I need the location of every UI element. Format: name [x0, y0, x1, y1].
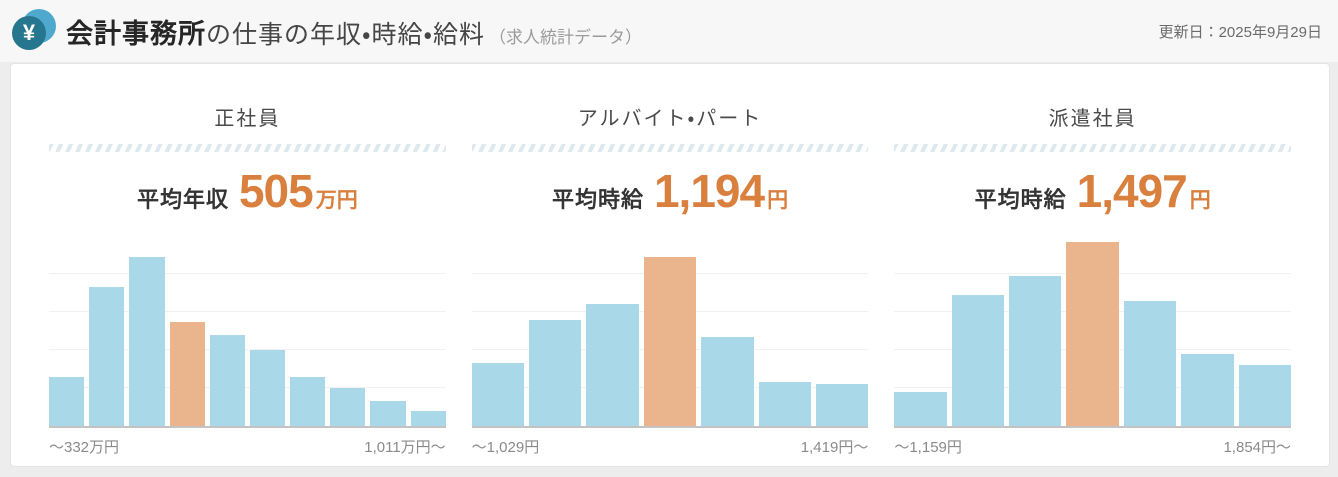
histogram-bar-highlighted — [169, 321, 205, 426]
histogram-bars — [471, 236, 869, 426]
histogram-bar — [586, 304, 639, 426]
gridline — [49, 349, 446, 350]
stat-unit: 円 — [767, 189, 789, 212]
stat-value: 1,497 — [1076, 165, 1188, 217]
gridline — [49, 311, 446, 312]
x-axis-max-label: 1,419円～ — [800, 439, 869, 456]
gridline — [49, 387, 446, 388]
histogram-bar — [529, 319, 582, 426]
x-axis-min-label: ～332万円 — [49, 439, 120, 456]
histogram-bar — [701, 336, 754, 426]
histogram-bar — [290, 376, 326, 426]
histogram-bar-highlighted — [643, 256, 697, 426]
stat-unit: 万円 — [315, 189, 358, 212]
x-axis-labels: ～1,029円 1,419円～ — [472, 436, 869, 457]
yen-icon-front-circle: ¥ — [12, 16, 46, 50]
histogram-bar — [370, 401, 406, 426]
hatched-divider — [49, 144, 446, 152]
histogram-bar — [758, 382, 811, 426]
page-title-keyword: 会計事務所 — [66, 18, 206, 49]
histogram-bar — [1181, 353, 1234, 426]
histogram-bar — [894, 391, 947, 426]
x-axis-min-label: ～1,029円 — [471, 439, 540, 456]
hatched-divider — [471, 144, 869, 152]
histogram-bar — [951, 294, 1005, 426]
salary-histogram — [49, 236, 446, 428]
page-title-note: （求人統計データ） — [489, 27, 643, 47]
average-stat: 平均時給 1,497 円 — [894, 168, 1291, 224]
panel-fulltime: 正社員 平均年収 505 万円 ～332万円 1,011万円～ — [49, 102, 446, 456]
histogram-bar — [410, 410, 446, 426]
histogram-bar — [1009, 275, 1062, 426]
stat-value: 1,194 — [653, 165, 765, 217]
salary-histogram — [894, 236, 1292, 428]
histogram-bar — [471, 363, 525, 426]
panel-dispatch: 派遣社員 平均時給 1,497 円 ～1,159円 1,854円～ — [894, 102, 1292, 456]
hatched-divider — [894, 144, 1292, 152]
page-title-rest: の仕事の年収・時給・給料 — [206, 20, 486, 49]
salary-histogram — [471, 236, 869, 428]
histogram-bar — [209, 334, 245, 426]
average-stat: 平均年収 505 万円 — [49, 168, 446, 224]
x-axis-labels: ～332万円 1,011万円～ — [49, 436, 446, 457]
histogram-bar — [49, 376, 85, 426]
histogram-bar — [1123, 300, 1177, 426]
histogram-bar — [249, 350, 286, 426]
histogram-bar-highlighted — [1066, 241, 1119, 426]
page-title: 会計事務所 の仕事の年収・時給・給料 （求人統計データ） — [66, 12, 642, 51]
stat-label: 平均年収 — [136, 187, 229, 212]
histogram-bar — [330, 388, 366, 426]
panel-title: 派遣社員 — [1048, 108, 1137, 130]
stat-label: 平均時給 — [551, 187, 644, 212]
stat-label: 平均時給 — [974, 187, 1067, 212]
panel-title: アルバイト・パート — [577, 108, 763, 130]
average-stat: 平均時給 1,194 円 — [472, 168, 869, 224]
updated-date: 更新日：2025年9月29日 — [1158, 23, 1322, 41]
salary-stats-card: 正社員 平均年収 505 万円 ～332万円 1,011万円～ アルバイト・パー… — [10, 63, 1330, 467]
stat-value: 505 — [238, 165, 314, 217]
histogram-bar — [129, 256, 165, 426]
x-axis-max-label: 1,854円～ — [1223, 439, 1292, 456]
x-axis-min-label: ～1,159円 — [894, 439, 962, 456]
x-axis-max-label: 1,011万円～ — [364, 439, 446, 456]
histogram-bar — [1238, 365, 1291, 426]
histogram-bars — [49, 236, 446, 426]
yen-icon: ¥ — [10, 7, 58, 55]
panel-parttime: アルバイト・パート 平均時給 1,194 円 ～1,029円 1,419円～ — [471, 102, 869, 456]
histogram-bar — [89, 287, 125, 426]
stat-unit: 円 — [1189, 189, 1211, 212]
histogram-bars — [894, 236, 1291, 426]
histogram-bar — [815, 384, 869, 426]
x-axis-labels: ～1,159円 1,854円～ — [894, 436, 1291, 457]
panel-title: 正社員 — [214, 108, 281, 130]
gridline — [49, 273, 446, 274]
page-header: ¥ 会計事務所 の仕事の年収・時給・給料 （求人統計データ） 更新日：2025年… — [0, 0, 1338, 63]
